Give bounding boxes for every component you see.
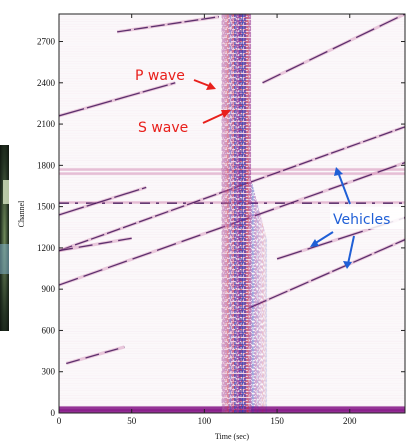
x-tick-label: 100 — [198, 416, 212, 426]
y-tick-label: 1500 — [37, 202, 56, 212]
vehicles-arrowhead-left — [310, 239, 319, 247]
x-tick-label: 150 — [270, 416, 284, 426]
axes: 0 50 100 150 200 0 300 600 900 1200 1500 1800 2100 24… — [37, 14, 405, 426]
y-tick-label: 0 — [51, 408, 56, 418]
y-tick-label: 2100 — [37, 119, 56, 129]
vehicle-track — [59, 82, 176, 117]
x-tick-label: 0 — [57, 416, 62, 426]
waterfall-traces — [59, 14, 405, 413]
vehicle-track — [262, 14, 405, 84]
annotation-layer: P wave S wave Vehicles — [135, 68, 404, 269]
y-tick-label: 900 — [42, 284, 56, 294]
y-tick-label: 600 — [42, 325, 56, 335]
y-tick-label: 2700 — [37, 37, 56, 47]
x-tick-label: 50 — [127, 416, 137, 426]
y-axis-title: Channel — [17, 200, 26, 227]
x-axis-title: Time (sec) — [215, 432, 249, 441]
vehicle-track — [117, 16, 220, 33]
earthquake-band — [221, 14, 268, 413]
vehicle-track — [59, 186, 147, 216]
vehicles-arrow-left — [313, 231, 334, 245]
s-wave-arrowhead — [221, 110, 231, 118]
y-tick-label: 1200 — [37, 243, 56, 253]
y-tick-label: 2400 — [37, 78, 56, 88]
plot-frame — [58, 13, 406, 414]
x-tick-label: 200 — [343, 416, 357, 426]
p-wave-arrowhead — [206, 82, 216, 90]
vehicle-track — [66, 346, 125, 365]
p-wave-label: P wave — [135, 68, 185, 84]
y-tick-label: 1800 — [37, 160, 56, 170]
vehicles-arrow-up — [337, 171, 351, 205]
vehicle-track — [59, 237, 132, 252]
vehicles-arrowhead-down — [343, 261, 352, 269]
vehicles-arrowhead-up — [334, 167, 343, 176]
vehicles-label: Vehicles — [333, 212, 390, 228]
photo-fragment — [0, 145, 9, 331]
vehicle-track — [247, 239, 405, 310]
y-tick-label: 300 — [42, 367, 56, 377]
vehicles-arrow-down — [347, 235, 355, 265]
vehicles-label-bg — [330, 207, 404, 229]
s-wave-label: S wave — [138, 120, 188, 136]
